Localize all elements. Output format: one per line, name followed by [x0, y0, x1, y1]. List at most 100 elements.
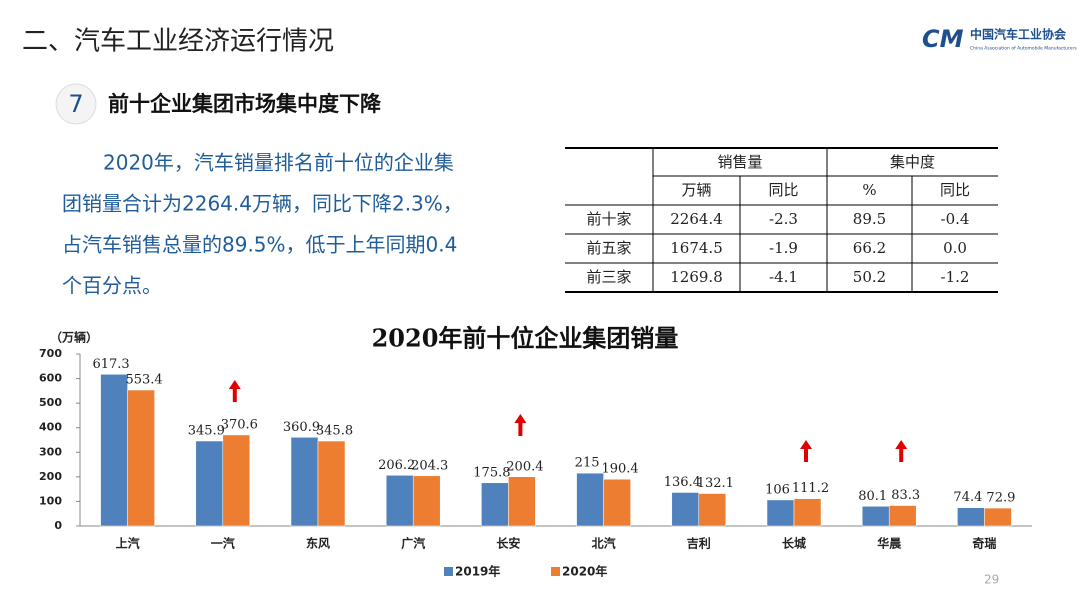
data-label: 132.1 [697, 476, 734, 491]
growth-arrow [514, 414, 527, 436]
x-tick-label: 奇瑞 [972, 536, 996, 551]
x-tick-label: 华晨 [877, 536, 902, 551]
data-label: 617.3 [92, 357, 129, 372]
table-cell: 前三家 [586, 268, 631, 286]
x-tick-label: 长城 [782, 536, 806, 551]
data-label: 190.4 [601, 462, 638, 477]
section-heading: 前十企业集团市场集中度下降 [108, 92, 382, 116]
data-label: 215 [575, 456, 600, 471]
table-cell: 50.2 [853, 268, 886, 286]
data-label: 80.1 [858, 489, 887, 504]
data-label: 74.4 [953, 490, 982, 505]
bar [603, 478, 631, 527]
legend-swatch [444, 567, 453, 576]
x-tick-label: 广汽 [401, 536, 425, 551]
table-cell: 前十家 [586, 210, 631, 228]
bar [317, 440, 346, 527]
table-cell: -2.3 [769, 210, 798, 228]
y-tick-label: 600 [39, 372, 62, 385]
section-badge [55, 83, 97, 125]
slide-title: 二、汽车工业经济运行情况 [22, 27, 334, 57]
table-cell: -0.4 [941, 210, 970, 228]
x-tick-label: 一汽 [211, 536, 235, 551]
page-number: 29 [984, 573, 999, 587]
table-cell: -4.1 [769, 268, 798, 286]
y-tick-label: 100 [39, 494, 62, 507]
data-label: 345.9 [188, 424, 225, 439]
table-subheader: % [862, 181, 876, 199]
y-tick-label: 700 [39, 347, 62, 360]
paragraph-line: 2020年，汽车销量排名前十位的企业集 [103, 151, 454, 175]
data-label: 111.2 [792, 481, 829, 496]
bar [957, 507, 985, 527]
logo-mark: CM [922, 25, 964, 53]
bar [793, 498, 822, 527]
bar [222, 434, 251, 527]
data-label: 206.2 [378, 458, 415, 473]
chart-title: 2020年前十位企业集团销量 [372, 324, 679, 353]
bar [100, 374, 128, 527]
y-tick-label: 500 [39, 396, 62, 409]
y-tick-label: 200 [39, 470, 62, 483]
paragraph-line: 个百分点。 [62, 274, 162, 298]
data-label: 360.9 [283, 420, 320, 435]
bar [412, 475, 441, 527]
x-tick-label: 东风 [306, 536, 330, 551]
x-tick-label: 上汽 [116, 536, 140, 551]
y-tick-label: 400 [39, 421, 62, 434]
table-cell: 前五家 [586, 239, 631, 257]
growth-arrow [800, 440, 812, 462]
x-tick-label: 长安 [496, 536, 520, 551]
bar [576, 472, 604, 527]
bar [984, 507, 1012, 527]
data-label: 106 [765, 482, 790, 497]
y-axis-label: （万辆） [50, 330, 98, 345]
table-cell: 1269.8 [670, 268, 723, 286]
table-header: 集中度 [890, 153, 935, 171]
table-cell: -1.2 [941, 268, 970, 286]
y-tick-label: 0 [54, 519, 62, 532]
data-label: 83.3 [891, 488, 920, 503]
data-label: 200.4 [506, 459, 543, 474]
bar [888, 505, 917, 527]
data-label: 136.4 [664, 475, 701, 490]
bar [508, 476, 536, 527]
logo-subtitle: China Association of Automobile Manufact… [970, 46, 1077, 52]
section-number: 7 [68, 90, 83, 118]
bar [698, 493, 727, 527]
bar [766, 499, 795, 527]
paragraph-line: 占汽车销售总量的89.5%，低于上年同期0.4 [62, 233, 457, 257]
table-subheader: 同比 [940, 181, 970, 199]
data-label: 345.8 [316, 424, 353, 439]
data-label: 175.8 [473, 465, 510, 480]
x-tick-label: 吉利 [687, 536, 711, 551]
bar [290, 437, 319, 527]
table-cell: 2264.4 [670, 210, 723, 228]
table-cell: 0.0 [943, 239, 967, 257]
bar [861, 506, 890, 527]
table-cell: 89.5 [853, 210, 886, 228]
logo-name: 中国汽车工业协会 [970, 27, 1067, 42]
x-tick-label: 北汽 [592, 536, 616, 551]
table-cell: 1674.5 [670, 239, 723, 257]
table-cell: 66.2 [853, 239, 886, 257]
table-subheader: 万辆 [681, 181, 711, 199]
legend-swatch [551, 567, 560, 576]
bar [671, 492, 700, 527]
y-tick-label: 300 [39, 445, 62, 458]
paragraph-line: 团销量合计为2264.4万辆，同比下降2.3%， [62, 192, 463, 216]
growth-arrow [228, 380, 241, 402]
legend-label: 2019年 [455, 564, 500, 579]
data-label: 72.9 [986, 491, 1015, 506]
bar [481, 482, 509, 527]
table-subheader: 同比 [768, 181, 798, 199]
data-label: 370.6 [221, 417, 258, 432]
table-cell: -1.9 [769, 239, 798, 257]
bar [127, 389, 155, 527]
data-label: 204.3 [411, 458, 448, 473]
bar [385, 475, 414, 527]
bar [195, 440, 224, 527]
table-header: 销售量 [717, 153, 762, 171]
growth-arrow [895, 440, 908, 462]
